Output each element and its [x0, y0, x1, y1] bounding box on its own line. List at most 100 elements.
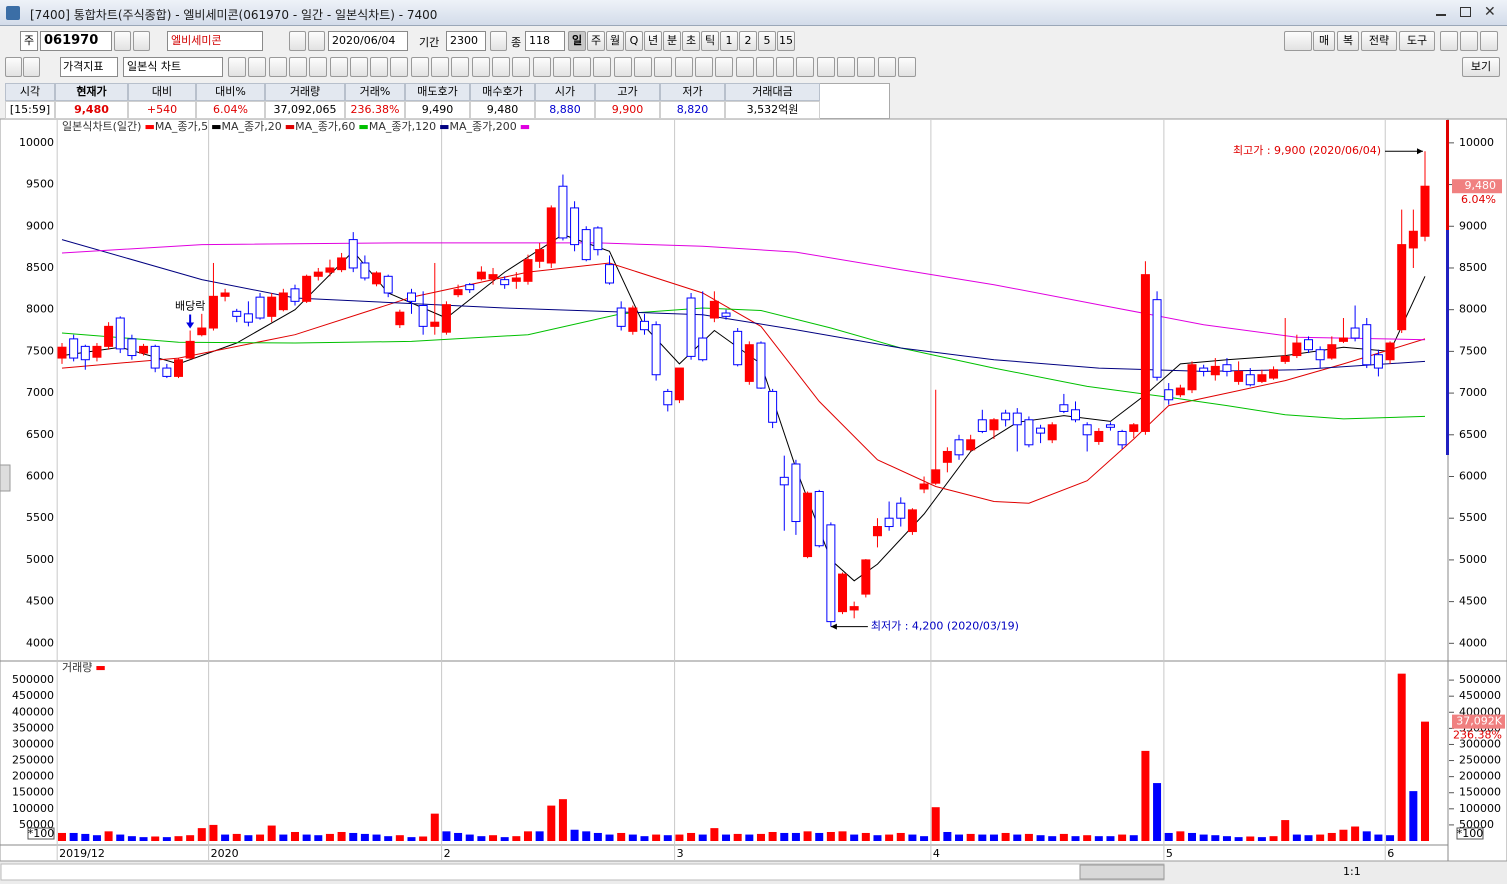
drawing-icon[interactable]: [816, 57, 835, 77]
chart-type-select[interactable]: 일본식 차트: [123, 57, 223, 77]
drawing-icon[interactable]: [634, 57, 652, 77]
drawing-icon[interactable]: [897, 57, 916, 77]
drawing-icon[interactable]: [349, 57, 368, 77]
drawing-icon[interactable]: [755, 57, 774, 77]
volume-bar: [162, 837, 171, 841]
drawing-icon[interactable]: [451, 57, 470, 77]
close[interactable]: ✕: [1484, 4, 1496, 20]
candle-body: [605, 264, 615, 284]
cloud-button[interactable]: [1284, 31, 1312, 51]
drawing-icon[interactable]: [694, 57, 713, 77]
drawing-icon[interactable]: [674, 57, 693, 77]
interval-button[interactable]: 틱: [701, 31, 719, 51]
volume-bar: [1292, 834, 1301, 841]
right-button[interactable]: 도구: [1399, 31, 1435, 51]
interval-button[interactable]: 초: [682, 31, 700, 51]
tool-icon[interactable]: [1460, 31, 1478, 51]
scroll-track[interactable]: [0, 863, 1165, 881]
market-box[interactable]: 주: [20, 31, 38, 51]
period-input[interactable]: 2300: [446, 31, 486, 51]
drawing-icon[interactable]: [390, 57, 409, 77]
right-button[interactable]: 복: [1337, 31, 1359, 51]
interval-button[interactable]: 년: [644, 31, 662, 51]
interval-button[interactable]: 1: [720, 31, 738, 51]
interval-button[interactable]: 5: [758, 31, 776, 51]
prev-button[interactable]: [308, 31, 325, 51]
quote-value: 9,900: [595, 101, 660, 119]
interval-button[interactable]: 분: [663, 31, 681, 51]
side-tab[interactable]: [0, 464, 11, 492]
candle-body: [1152, 299, 1162, 378]
candle-body: [1350, 327, 1360, 339]
drawing-icon[interactable]: [512, 57, 531, 77]
x-tick-label: 5: [1166, 847, 1173, 860]
drawing-icon[interactable]: [309, 57, 328, 77]
next-button[interactable]: [289, 31, 306, 51]
drawing-icon[interactable]: [593, 57, 612, 77]
drawing-icon[interactable]: [613, 57, 632, 77]
interval-button[interactable]: 월: [606, 31, 624, 51]
interval-button[interactable]: 일: [568, 31, 586, 51]
drawing-icon[interactable]: [329, 57, 348, 77]
drawing-icon[interactable]: [491, 57, 510, 77]
annotation: 최고가 : 9,900 (2020/06/04): [1233, 144, 1381, 157]
drawing-icon[interactable]: [471, 57, 490, 77]
drawing-icon[interactable]: [877, 57, 896, 77]
drawing-icon[interactable]: [268, 57, 287, 77]
drawing-icon[interactable]: [735, 57, 754, 77]
drawing-icon[interactable]: [552, 57, 571, 77]
drawing-icon[interactable]: [573, 57, 592, 77]
interval-button[interactable]: 2: [739, 31, 757, 51]
interval-button[interactable]: Q: [625, 31, 643, 51]
volume-bar: [1083, 835, 1092, 841]
drawing-icon[interactable]: [248, 57, 267, 77]
drawing-icon[interactable]: [776, 57, 795, 77]
candle-body: [838, 573, 848, 613]
date-input[interactable]: 2020/06/04: [328, 31, 408, 51]
candle-body: [185, 340, 195, 359]
volume-bar: [372, 834, 381, 841]
lock-icon[interactable]: [490, 31, 507, 51]
count-input[interactable]: 118: [525, 31, 565, 51]
drawing-icon[interactable]: [228, 57, 246, 77]
y-tick-label-left: 9500: [26, 178, 54, 191]
quote-value: 8,880: [535, 101, 595, 119]
candle-body: [1187, 364, 1197, 391]
drawing-icon[interactable]: [857, 57, 876, 77]
drawing-icon[interactable]: [715, 57, 734, 77]
right-button[interactable]: 전략: [1361, 31, 1397, 51]
drawing-icon[interactable]: [837, 57, 855, 77]
app-icon: [6, 6, 20, 20]
scroll-thumb[interactable]: [1079, 864, 1165, 880]
candle-body: [1140, 274, 1150, 432]
volume-bar: [209, 824, 218, 841]
name-input[interactable]: 엘비세미콘: [167, 31, 263, 51]
code-input[interactable]: 061970: [40, 31, 112, 51]
drawing-icon[interactable]: [654, 57, 673, 77]
interval-button[interactable]: 주: [587, 31, 605, 51]
tool-icon[interactable]: [1480, 31, 1498, 51]
drawing-icon[interactable]: [370, 57, 389, 77]
volume-bar: [1106, 836, 1115, 841]
sort-icon[interactable]: [133, 31, 150, 51]
quote-header: 거래%: [345, 83, 405, 101]
right-button[interactable]: 매: [1313, 31, 1335, 51]
search-icon[interactable]: [114, 31, 131, 51]
drawing-icon[interactable]: [796, 57, 815, 77]
view-button[interactable]: 보기: [1462, 57, 1500, 77]
up-icon[interactable]: [5, 57, 22, 77]
minimize[interactable]: [1436, 14, 1446, 16]
maximize[interactable]: [1460, 7, 1471, 17]
candle-body: [488, 274, 498, 280]
swap-icon[interactable]: [23, 57, 40, 77]
interval-button[interactable]: 15: [777, 31, 795, 51]
candle-body: [966, 439, 976, 451]
drawing-icon[interactable]: [431, 57, 449, 77]
volume-bar: [570, 829, 579, 841]
indicator-box[interactable]: 가격지표: [60, 57, 118, 77]
tool-icon[interactable]: [1440, 31, 1458, 51]
drawing-icon[interactable]: [288, 57, 307, 77]
drawing-icon[interactable]: [532, 57, 551, 77]
drawing-icon[interactable]: [410, 57, 429, 77]
